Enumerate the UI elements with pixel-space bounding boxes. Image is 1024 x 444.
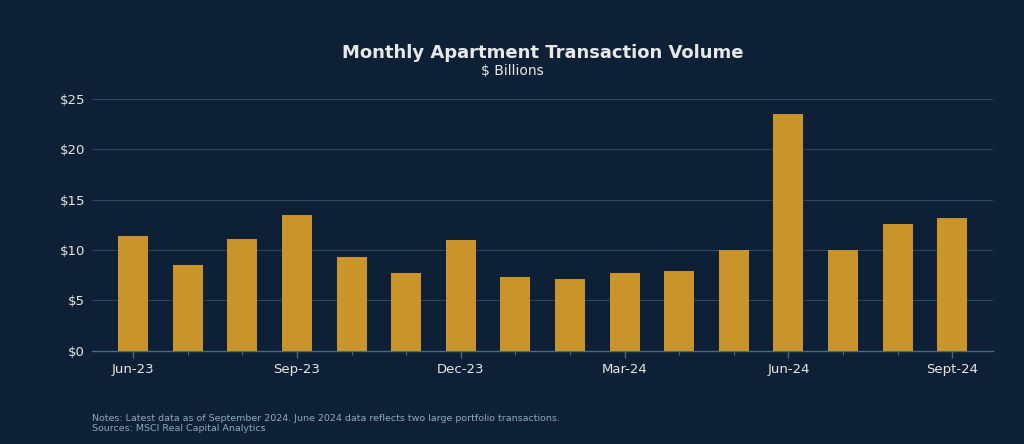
Text: Notes: Latest data as of September 2024. June 2024 data reflects two large portf: Notes: Latest data as of September 2024.…: [92, 413, 560, 433]
Bar: [118, 236, 148, 351]
Bar: [337, 257, 367, 351]
Bar: [719, 250, 749, 351]
Bar: [883, 224, 912, 351]
Title: Monthly Apartment Transaction Volume: Monthly Apartment Transaction Volume: [342, 44, 743, 62]
Bar: [501, 277, 530, 351]
Bar: [609, 273, 640, 351]
Bar: [937, 218, 968, 351]
Bar: [391, 273, 421, 351]
Bar: [555, 279, 585, 351]
Text: $ Billions: $ Billions: [480, 64, 544, 79]
Bar: [173, 265, 203, 351]
Bar: [445, 240, 476, 351]
Bar: [665, 271, 694, 351]
Bar: [282, 215, 312, 351]
Bar: [773, 114, 804, 351]
Bar: [227, 239, 257, 351]
Bar: [828, 250, 858, 351]
